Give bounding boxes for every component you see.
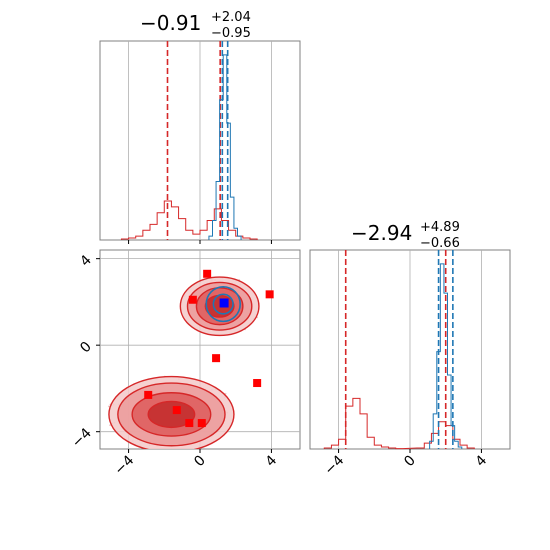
title-1-median: −0.91: [140, 11, 201, 35]
histogram-series-0: [323, 397, 475, 450]
title-param-1: −0.91: [140, 11, 201, 35]
sample-dot: [107, 405, 110, 408]
y-tick-label: 4: [77, 252, 95, 270]
joint-contours: [107, 269, 274, 452]
histogram-series-1: [429, 263, 463, 449]
data-point: [185, 419, 194, 428]
x-tick-label: 0: [191, 453, 209, 471]
data-point: [144, 390, 153, 399]
x-tick-label: 0: [401, 453, 419, 471]
title-2-minus: −0.66: [420, 236, 460, 251]
y-tick-label: −4: [69, 425, 95, 451]
x-tick-label: −4: [111, 452, 137, 478]
sample-dot: [185, 450, 187, 452]
title-2-median: −2.94: [351, 221, 412, 245]
data-point: [197, 419, 206, 428]
x-tick-label: 4: [263, 452, 281, 470]
x-tick-label: −4: [321, 452, 347, 478]
y-tick-label: 0: [77, 339, 95, 357]
data-point: [253, 379, 262, 388]
data-point: [203, 269, 212, 278]
histogram-series-0: [120, 200, 258, 240]
data-point: [172, 406, 181, 415]
title-2-plus: +4.89: [420, 220, 460, 235]
data-point: [265, 290, 274, 299]
title-param-2: −2.94: [351, 221, 412, 245]
title-1-minus: −0.95: [211, 26, 251, 41]
histogram-series-1: [208, 54, 242, 240]
data-point: [188, 295, 197, 304]
marginal-2-plot: −4 0 4: [321, 250, 490, 478]
truth-point: [219, 298, 229, 308]
x-tick-label: 4: [473, 452, 491, 470]
contour-level: [212, 293, 234, 315]
title-1-plus: +2.04: [211, 10, 251, 25]
contour-level: [205, 285, 241, 323]
contour-level: [147, 400, 196, 429]
marginal-1-plot: [120, 41, 272, 244]
data-point: [212, 354, 221, 363]
joint-plot: −4 0 4 4 0 −4: [69, 250, 300, 478]
